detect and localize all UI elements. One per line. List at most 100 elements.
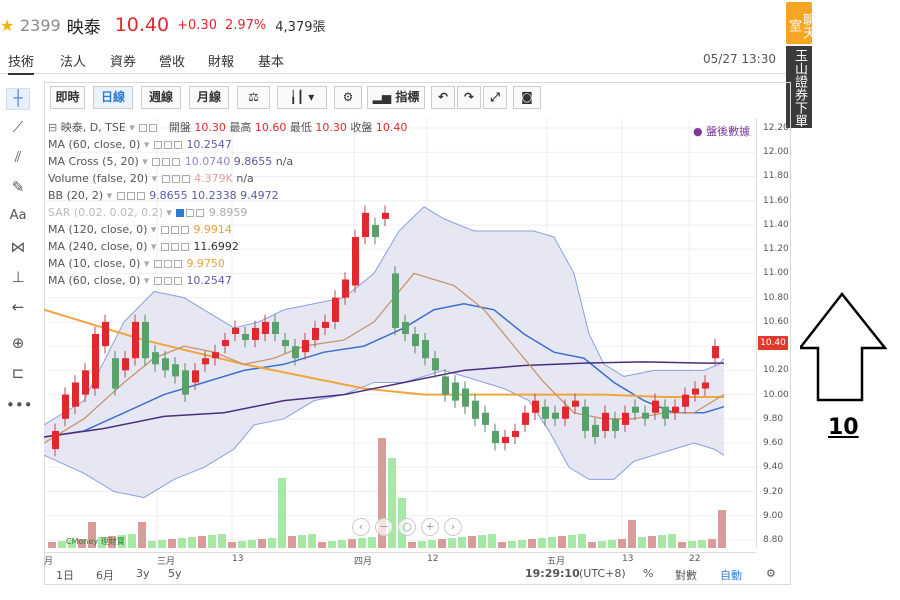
toggle-icon[interactable] [152, 158, 161, 166]
fullscreen-icon[interactable]: ⤢ [483, 86, 507, 109]
toggle-icon[interactable] [161, 175, 170, 183]
legend-row[interactable]: MA Cross (5, 20) ▾ 10.0740 9.8655 n/a [48, 154, 407, 171]
timezone[interactable]: (UTC+8) [579, 567, 626, 580]
trendline-icon[interactable]: ⟋ [12, 118, 24, 136]
after-hours-link[interactable]: ● 盤後數據 [693, 125, 751, 138]
remove-icon[interactable] [196, 209, 205, 217]
pattern-icon[interactable]: ⋈ [10, 238, 26, 256]
legend-row[interactable]: MA (60, close, 0) ▾ 10.2547 [48, 137, 407, 154]
chart-type-button[interactable]: ╽┃ ▾ [277, 86, 327, 109]
legend-row[interactable]: MA (240, close, 0) ▾ 11.6992 [48, 239, 407, 256]
interval-intraday-button[interactable]: 即時 [50, 86, 85, 109]
dropdown-icon[interactable]: ▾ [103, 189, 116, 202]
toggle-icon[interactable] [170, 243, 179, 251]
time-axis[interactable]: 月 三月 13 四月 12 五月 13 22 [44, 552, 756, 567]
range-6m-button[interactable]: 6月 [96, 569, 114, 582]
dropdown-icon[interactable]: ▾ [140, 274, 153, 287]
dropdown-icon[interactable]: ▾ [147, 240, 160, 253]
range-3y-button[interactable]: 3y [136, 567, 150, 580]
brush-icon[interactable]: ✎ [11, 178, 25, 196]
toggle-icon[interactable] [153, 277, 162, 285]
tab-basic[interactable]: 基本 [258, 55, 285, 70]
toggle-icon[interactable] [160, 243, 169, 251]
remove-icon[interactable] [180, 243, 189, 251]
camera-icon[interactable]: ◙ [513, 86, 541, 109]
tab-institutional[interactable]: 法人 [60, 55, 87, 70]
tab-margin[interactable]: 資券 [110, 55, 137, 70]
compare-icon[interactable]: ⚖ [237, 86, 270, 109]
settings-small-icon[interactable]: ⚙ [766, 567, 776, 580]
text-tool-icon[interactable]: Aa [9, 208, 27, 223]
scroll-right-icon[interactable]: › [444, 518, 462, 536]
dropdown-icon[interactable]: ▾ [162, 206, 176, 219]
settings-gear-icon[interactable]: ⚙ [334, 86, 362, 109]
toggle-icon[interactable] [170, 226, 179, 234]
toggle-icon[interactable] [176, 209, 185, 217]
toggle-icon[interactable] [186, 209, 195, 217]
undo-icon[interactable]: ↶ [431, 86, 455, 109]
fib-icon[interactable]: ⫽ [14, 148, 22, 166]
legend-row[interactable]: MA (10, close, 0) ▾ 9.9750 [48, 256, 407, 273]
redo-icon[interactable]: ↷ [457, 86, 481, 109]
chat-room-button[interactable]: 聊天室 [786, 2, 815, 44]
dropdown-icon[interactable]: ▾ [140, 138, 153, 151]
ruler-icon[interactable]: ⊏ [11, 364, 25, 382]
tab-technical[interactable]: 技術 [8, 51, 35, 75]
legend-row[interactable]: BB (20, 2) ▾ 9.8655 10.2338 9.4972 [48, 188, 407, 205]
price-axis[interactable]: 12.20 12.00 11.80 11.60 11.40 11.20 11.00 10.80… [756, 118, 790, 548]
remove-icon[interactable] [181, 175, 190, 183]
toggle-icon[interactable] [163, 260, 172, 268]
favorite-star-icon[interactable]: ★ [0, 15, 15, 35]
zoom-out-icon[interactable]: − [375, 518, 393, 536]
log-scale-toggle[interactable]: 對數 [675, 569, 697, 582]
toggle-icon[interactable] [126, 192, 135, 200]
interval-daily-button[interactable]: 日線 [93, 86, 133, 109]
remove-icon[interactable] [173, 277, 182, 285]
range-1d-button[interactable]: 1日 [56, 569, 74, 582]
dropdown-icon[interactable]: ▾ [140, 257, 153, 270]
scroll-left-icon[interactable]: ‹ [352, 518, 370, 536]
legend-row[interactable]: MA (60, close, 0) ▾ 10.2547 [48, 273, 407, 290]
toggle-icon[interactable] [160, 226, 169, 234]
price-chart[interactable]: CMoney 理財寶 [44, 118, 756, 552]
candle-body [72, 382, 79, 407]
toggle-icon[interactable] [162, 158, 171, 166]
percent-scale-toggle[interactable]: % [643, 567, 654, 580]
interval-weekly-button[interactable]: 週線 [141, 86, 181, 109]
toggle-icon[interactable] [116, 192, 125, 200]
legend-row[interactable]: MA (120, close, 0) ▾ 9.9914 [48, 222, 407, 239]
ohlc-legend: ⊟ 映泰, D, TSE ▾ 開盤 10.30 最高 10.60 最低 10.3… [48, 121, 408, 134]
interval-monthly-button[interactable]: 月線 [189, 86, 229, 109]
candle-body [622, 412, 629, 425]
back-arrow-icon[interactable]: ← [11, 298, 25, 316]
dropdown-icon[interactable]: ▾ [147, 223, 160, 236]
remove-icon[interactable] [180, 226, 189, 234]
reset-icon[interactable]: ○ [398, 518, 416, 536]
remove-icon[interactable] [173, 141, 182, 149]
dropdown-icon[interactable]: ▾ [138, 155, 152, 168]
tab-revenue[interactable]: 營收 [159, 55, 186, 70]
toggle-icon[interactable] [171, 175, 180, 183]
volume-bar [628, 520, 636, 548]
toggle-icon[interactable] [163, 141, 172, 149]
volume-bar [688, 541, 696, 548]
indicators-button[interactable]: ▂▅ 指標 [367, 86, 425, 109]
range-5y-button[interactable]: 5y [168, 567, 182, 580]
zoom-in-icon[interactable]: + [421, 518, 439, 536]
legend-row[interactable]: SAR (0.02, 0.02, 0.2) ▾ 9.8959 [48, 205, 407, 222]
more-tools-icon[interactable]: ••• [6, 396, 33, 414]
dropdown-icon[interactable]: ▾ [148, 172, 161, 185]
collapse-icon[interactable]: ⊟ [48, 121, 58, 134]
crosshair-icon[interactable]: ┼ [6, 88, 30, 110]
zoom-icon[interactable]: ⊕ [11, 334, 25, 352]
remove-icon[interactable] [136, 192, 145, 200]
measure-icon[interactable]: ⊥ [11, 268, 25, 286]
toggle-icon[interactable] [153, 141, 162, 149]
tab-financials[interactable]: 財報 [208, 55, 235, 70]
remove-icon[interactable] [173, 260, 182, 268]
auto-scale-toggle[interactable]: 自動 [720, 569, 742, 582]
toggle-icon[interactable] [153, 260, 162, 268]
legend-row[interactable]: Volume (false, 20) ▾ 4.379K n/a [48, 171, 407, 188]
toggle-icon[interactable] [163, 277, 172, 285]
remove-icon[interactable] [172, 158, 181, 166]
